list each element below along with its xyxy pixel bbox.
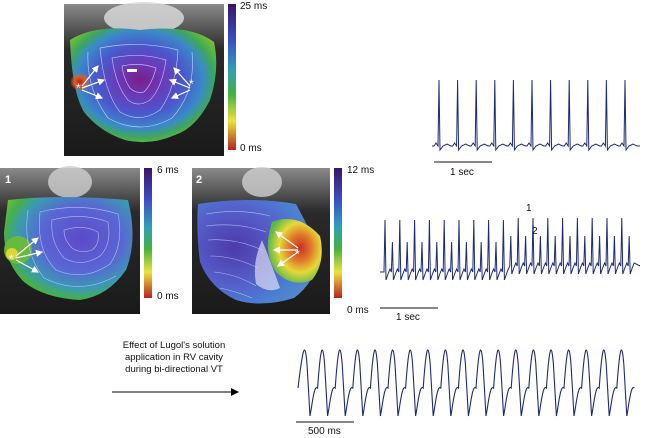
panel-number-2: 2 [196, 174, 203, 186]
svg-text:*: * [189, 77, 194, 91]
activation-map-2: * [192, 167, 330, 314]
scale-label-middle: 1 sec [396, 312, 420, 323]
colorbar-2-max: 12 ms [347, 165, 375, 176]
colorbar-top [228, 4, 236, 150]
svg-text:*: * [9, 252, 14, 266]
colorbar-1 [144, 168, 152, 298]
figure-caption: Effect of Lugol's solution application i… [104, 340, 244, 376]
activation-map-top: * * [64, 2, 224, 156]
ecg-trace-bottom [296, 349, 635, 423]
panel-number-1: 1 [5, 174, 12, 186]
colorbar-1-max: 6 ms [157, 165, 179, 176]
colorbar-2 [334, 168, 342, 298]
ecg-trace-middle [380, 217, 641, 309]
caption-line-2: application in RV cavity [124, 352, 224, 363]
scale-label-bottom: 500 ms [308, 426, 341, 437]
colorbar-2-min: 0 ms [347, 305, 369, 316]
trace-label-2: 2 [532, 226, 538, 237]
colorbar-top-max: 25 ms [240, 1, 268, 12]
wavefront-arrows-top [81, 65, 191, 100]
wavefront-arrows-2 [272, 231, 299, 267]
colorbar-top-min: 0 ms [240, 143, 262, 154]
wavefront-arrows-1 [15, 237, 44, 273]
trace-label-1: 1 [526, 203, 532, 214]
activation-map-1: * [0, 166, 140, 314]
caption-line-1: Effect of Lugol's solution [122, 340, 226, 351]
svg-text:*: * [295, 247, 300, 261]
colorbar-1-min: 0 ms [157, 291, 179, 302]
svg-text:*: * [76, 81, 81, 95]
ecg-trace-top [432, 79, 640, 163]
caption-line-3: during bi-directional VT [125, 364, 223, 375]
scale-label-top: 1 sec [450, 167, 474, 178]
